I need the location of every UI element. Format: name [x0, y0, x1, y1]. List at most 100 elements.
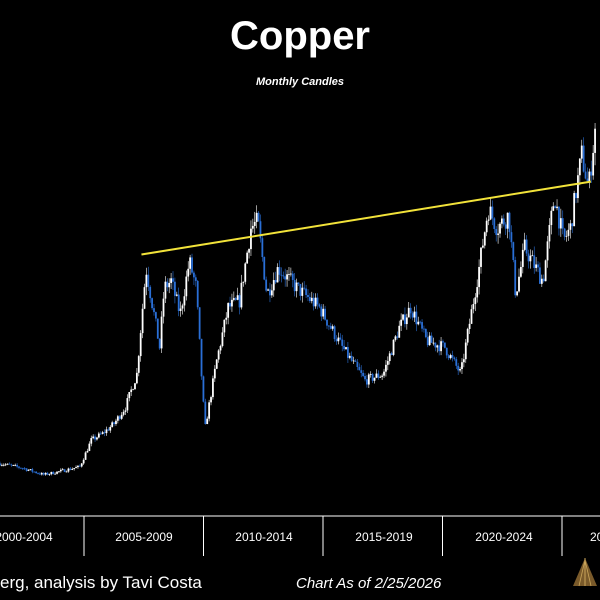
candle-body [556, 206, 558, 209]
candle-body [2, 464, 5, 466]
candle-body [360, 370, 363, 373]
candle-body [59, 469, 62, 472]
candle-body [202, 376, 205, 402]
candle-body [310, 297, 313, 302]
candle-body [512, 242, 515, 261]
candle-body [67, 468, 70, 472]
candle-body [407, 307, 410, 318]
candle-body [352, 360, 355, 362]
candle-body [278, 267, 281, 275]
candle-body [565, 235, 568, 237]
candle-body [533, 255, 536, 268]
candle-body [362, 372, 365, 376]
candle-body [170, 278, 173, 283]
candle-body [269, 289, 271, 296]
candle-body [493, 218, 496, 229]
candle-body [77, 465, 79, 468]
candle-body [322, 308, 325, 317]
candle-body [367, 374, 370, 385]
candle-body [478, 266, 480, 288]
candle-body [103, 432, 106, 434]
candle-body [232, 298, 235, 300]
candle-body [552, 206, 555, 211]
candle-body [476, 287, 479, 298]
candle-body [75, 467, 77, 469]
candle-body [172, 278, 174, 282]
candle-body [520, 266, 522, 277]
candle-body [518, 276, 520, 292]
candle-body [324, 308, 326, 320]
candle-body [354, 360, 357, 362]
candle-body [12, 464, 15, 466]
candle-body [14, 464, 17, 466]
candle-body [559, 218, 562, 229]
candle-body [573, 193, 576, 227]
candle-body [459, 368, 461, 371]
candle-body [272, 280, 275, 291]
x-tick-label: 2000-2004 [0, 530, 53, 544]
candle-body [539, 267, 541, 284]
candle-body [329, 325, 332, 329]
candle-body [145, 274, 148, 288]
candle-body [37, 473, 39, 474]
candle-body [18, 466, 20, 468]
candle-body [569, 223, 572, 230]
candle-body [523, 239, 526, 250]
candle-body [453, 357, 456, 360]
candle-body [501, 218, 503, 224]
candle-body [341, 339, 344, 346]
candle-body [107, 429, 110, 431]
candle-body [204, 401, 207, 425]
candle-body [335, 339, 338, 342]
candle-body [301, 287, 304, 296]
candle-body [499, 223, 501, 234]
candle-body [25, 468, 28, 471]
candle-body [442, 341, 444, 343]
candle-body [390, 353, 393, 355]
candle-body [426, 337, 429, 346]
candle-body [396, 336, 399, 338]
source-credit: erg, analysis by Tavi Costa [0, 573, 202, 592]
candle-body [364, 375, 366, 380]
candle-body [337, 337, 340, 342]
candle-body [113, 422, 115, 424]
candle-body [405, 317, 408, 325]
candle-body [590, 171, 593, 176]
candle-body [221, 332, 224, 347]
candle-body [23, 468, 26, 470]
candle-body [174, 281, 176, 296]
candle-body [440, 341, 442, 352]
candle-body [586, 178, 589, 182]
candle-body [343, 345, 346, 350]
candle-body [366, 379, 368, 385]
candle-body [69, 468, 72, 470]
candle-body [162, 298, 165, 317]
candle-body [554, 206, 557, 209]
candle-body [166, 281, 169, 288]
candle-body [206, 418, 209, 425]
candle-body [82, 459, 85, 464]
candle-body [63, 469, 66, 472]
candle-body [39, 473, 41, 475]
candle-body [385, 364, 387, 372]
candle-body [575, 193, 577, 199]
x-tick-label: 2010-2014 [235, 530, 293, 544]
candle-body [50, 471, 53, 475]
candle-body [419, 321, 422, 323]
candle-body [137, 356, 140, 373]
chart-subtitle: Monthly Candles [255, 76, 344, 88]
candle-body [124, 410, 127, 412]
candle-body [29, 469, 32, 470]
candle-body [73, 468, 76, 469]
candle-body [259, 221, 262, 239]
trendline [141, 180, 592, 256]
candle-body [312, 297, 315, 307]
candle-body [548, 225, 551, 242]
candle-body [318, 304, 321, 307]
candle-body [54, 473, 57, 475]
candle-body [400, 319, 403, 326]
candle-body [373, 377, 376, 381]
candle-body [154, 312, 157, 319]
candle-body [495, 228, 498, 235]
candle-body [246, 252, 249, 264]
